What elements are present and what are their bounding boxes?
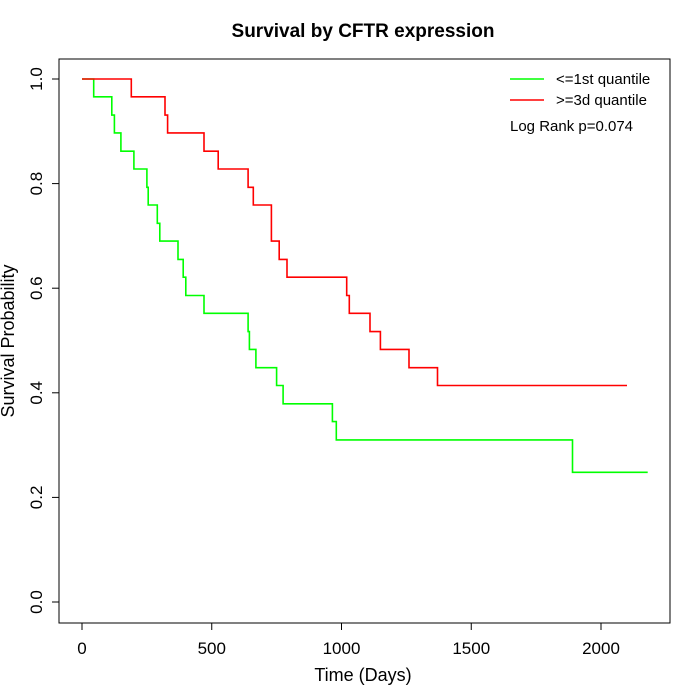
x-tick-label: 1000: [323, 639, 361, 658]
y-axis-label: Survival Probability: [0, 264, 18, 417]
y-tick-label: 0.2: [27, 486, 46, 510]
legend: <=1st quantile >=3d quantile: [510, 71, 650, 109]
x-tick-label: 2000: [582, 639, 620, 658]
x-tick-label: 500: [198, 639, 226, 658]
x-tick-label: 1500: [452, 639, 490, 658]
y-tick-label: 0.0: [27, 590, 46, 614]
y-tick-label: 0.8: [27, 172, 46, 196]
x-tick-label: 0: [77, 639, 86, 658]
y-tick-label: 0.4: [27, 381, 46, 405]
x-axis: 0 500 1000 1500 2000: [77, 622, 620, 658]
log-rank-annotation: Log Rank p=0.074: [510, 118, 633, 135]
y-tick-label: 0.6: [27, 276, 46, 300]
series-layer: [82, 78, 648, 474]
survival-curve-high: [82, 78, 627, 387]
legend-label-low: <=1st quantile: [556, 71, 650, 88]
survival-curve-low: [82, 78, 648, 474]
chart-title: Survival by CFTR expression: [232, 21, 495, 42]
y-axis: 0.0 0.2 0.4 0.6 0.8 1.0: [27, 67, 60, 614]
y-tick-label: 1.0: [27, 67, 46, 91]
legend-label-high: >=3d quantile: [556, 92, 647, 109]
x-axis-label: Time (Days): [314, 665, 411, 685]
